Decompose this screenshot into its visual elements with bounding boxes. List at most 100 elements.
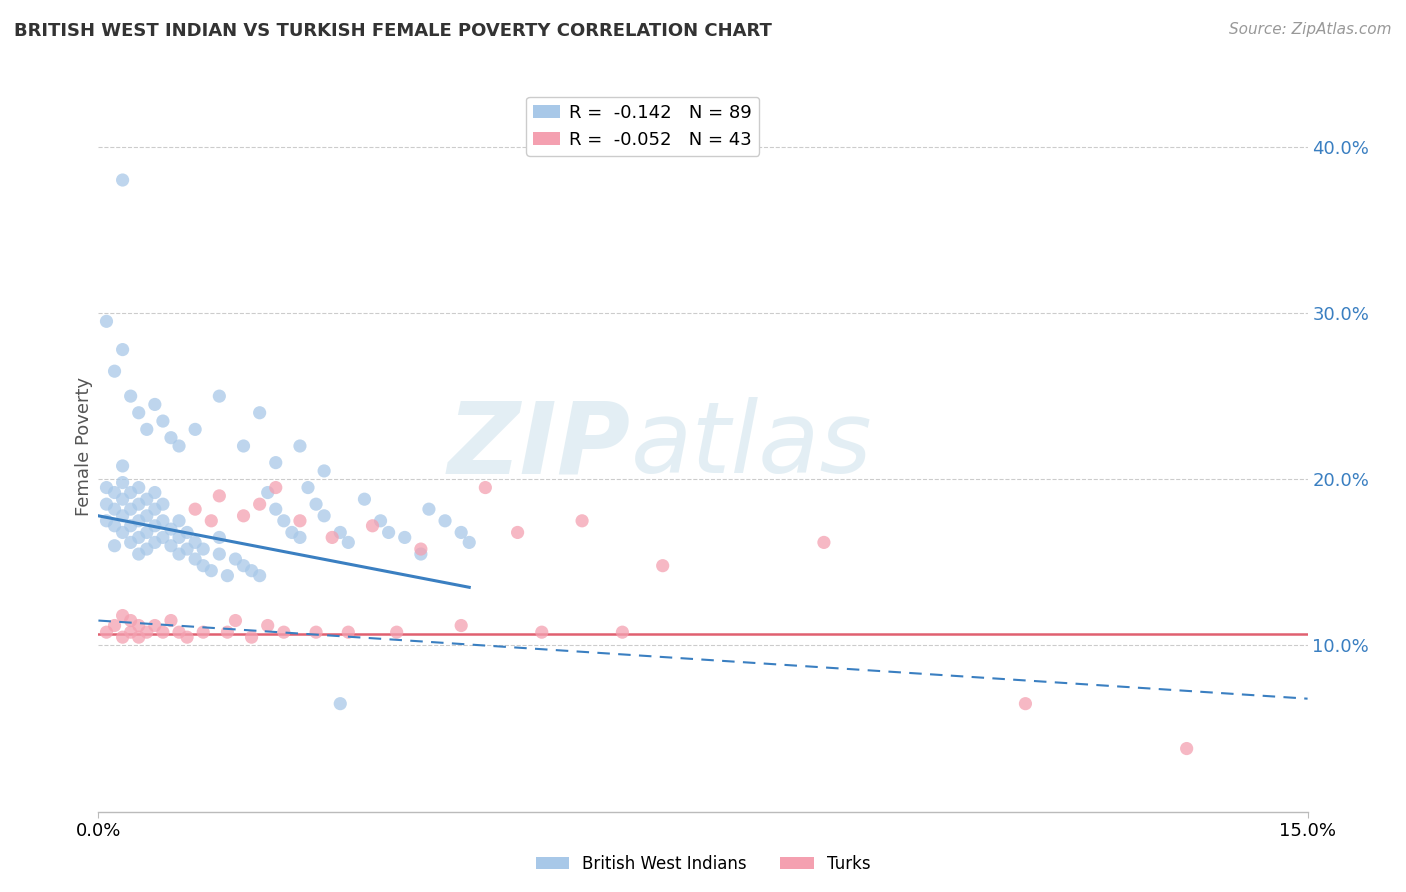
Text: Source: ZipAtlas.com: Source: ZipAtlas.com [1229,22,1392,37]
Point [249,406,271,420]
Point [264,481,287,495]
Text: BRITISH WEST INDIAN VS TURKISH FEMALE POVERTY CORRELATION CHART: BRITISH WEST INDIAN VS TURKISH FEMALE PO… [14,22,772,40]
Point [103,539,125,553]
Point [128,406,150,420]
Point [184,502,207,516]
Point [184,422,207,436]
Point [418,502,440,516]
Point [143,535,166,549]
Point [264,456,287,470]
Point [128,630,150,644]
Point [111,525,134,540]
Point [193,542,215,557]
Point [337,625,360,640]
Point [297,481,319,495]
Point [120,518,142,533]
Point [152,497,174,511]
Point [571,514,593,528]
Point [612,625,634,640]
Point [434,514,457,528]
Point [120,535,142,549]
Point [193,558,215,573]
Point [337,535,360,549]
Point [184,552,207,566]
Point [256,618,278,632]
Point [128,514,150,528]
Point [96,625,118,640]
Point [193,625,215,640]
Point [128,530,150,544]
Point [450,618,472,632]
Point [264,502,287,516]
Point [167,625,190,640]
Y-axis label: Female Poverty: Female Poverty [75,376,93,516]
Point [135,525,157,540]
Point [143,518,166,533]
Point [305,625,328,640]
Point [120,614,142,628]
Point [167,514,190,528]
Point [200,514,222,528]
Point [288,530,311,544]
Point [111,475,134,490]
Point [288,439,311,453]
Point [314,464,336,478]
Point [288,514,311,528]
Point [208,530,231,544]
Point [103,364,125,378]
Point [135,542,157,557]
Point [111,173,134,187]
Point [329,697,352,711]
Point [353,492,375,507]
Point [128,547,150,561]
Point [314,508,336,523]
Point [152,514,174,528]
Point [208,489,231,503]
Point [111,458,134,473]
Point [143,502,166,516]
Point [394,530,416,544]
Point [217,568,239,582]
Point [152,625,174,640]
Point [135,508,157,523]
Point [474,481,496,495]
Point [167,439,190,453]
Point [506,525,529,540]
Point [103,502,125,516]
Point [120,485,142,500]
Point [256,485,278,500]
Point [128,481,150,495]
Point [103,618,125,632]
Point [184,535,207,549]
Point [120,625,142,640]
Point [361,518,384,533]
Point [103,518,125,533]
Point [135,422,157,436]
Point [240,630,263,644]
Point [273,625,295,640]
Point [160,522,183,536]
Point [273,514,295,528]
Point [111,492,134,507]
Point [176,542,198,557]
Point [143,397,166,411]
Point [217,625,239,640]
Point [160,431,183,445]
Point [143,618,166,632]
Point [111,630,134,644]
Point [208,389,231,403]
Point [377,525,399,540]
Point [1014,697,1036,711]
Point [120,502,142,516]
Point [152,530,174,544]
Point [530,625,553,640]
Point [111,343,134,357]
Point [160,614,183,628]
Point [305,497,328,511]
Point [120,389,142,403]
Point [409,542,432,557]
Point [321,530,343,544]
Point [135,492,157,507]
Point [1175,741,1198,756]
Point [208,547,231,561]
